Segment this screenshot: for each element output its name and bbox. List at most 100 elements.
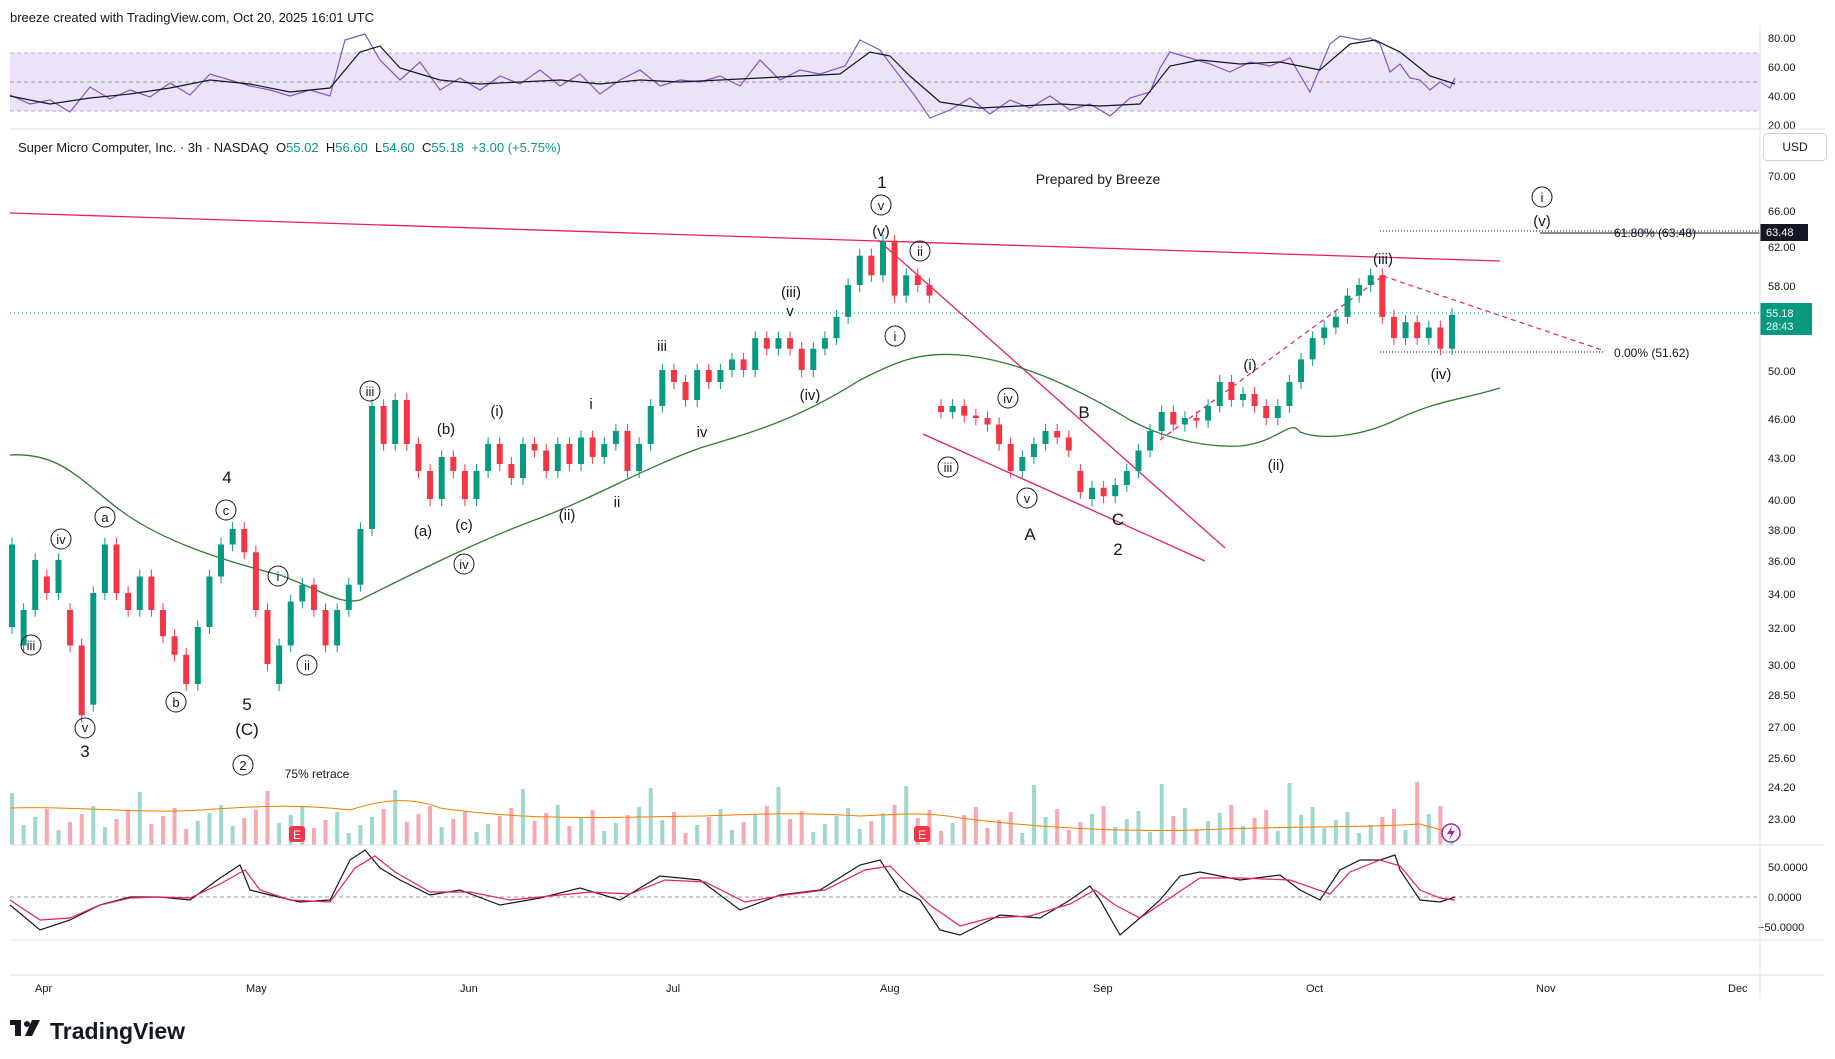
tradingview-icon	[10, 1017, 44, 1045]
svg-text:E: E	[293, 828, 301, 842]
price-tick-9: 36.00	[1768, 556, 1796, 568]
candle-body	[252, 552, 259, 610]
candle-body	[229, 529, 236, 545]
candle-body	[264, 610, 271, 664]
volume-bar	[451, 819, 456, 845]
candle-body	[1054, 431, 1061, 438]
x-tick-oct: Oct	[1306, 983, 1323, 995]
x-tick-sep: Sep	[1093, 983, 1113, 995]
volume-bar	[602, 831, 607, 845]
volume-bar	[486, 824, 491, 845]
price-tick-10: 34.00	[1768, 589, 1796, 601]
volume-bar	[1240, 826, 1245, 845]
circled-iii-2: iii	[359, 380, 381, 402]
volume-bar	[33, 817, 38, 845]
volume-bar	[695, 825, 700, 845]
volume-bar	[1275, 831, 1280, 845]
label-iv-1: iv	[697, 424, 708, 441]
volume-bar	[532, 821, 537, 845]
volume-bar	[671, 812, 676, 845]
candle-body	[1181, 418, 1188, 425]
circled-2-wave: 2	[232, 754, 254, 776]
candle-body	[612, 431, 619, 444]
price-tick-5: 46.00	[1768, 414, 1796, 426]
wave-2-label: 2	[1113, 540, 1122, 559]
price-tick-14: 27.00	[1768, 722, 1796, 734]
fib-0-label: 0.00% (51.62)	[1614, 346, 1689, 360]
volume-bar	[730, 830, 734, 845]
lightning-icon[interactable]	[1441, 823, 1461, 843]
circled-a: a	[94, 506, 116, 528]
candle-body	[833, 316, 840, 339]
candle-body	[659, 370, 666, 406]
volume-bar	[1136, 811, 1141, 845]
rsi-tick-20: 20.00	[1768, 120, 1796, 132]
candle-body	[1425, 327, 1432, 339]
candle-body	[206, 576, 213, 627]
circled-iv-1: iv	[50, 528, 72, 550]
candle-body	[926, 285, 933, 296]
volume-bar	[230, 826, 235, 845]
candle-body	[334, 610, 341, 646]
price-tick-17: 23.00	[1768, 814, 1796, 826]
candle-body	[1089, 487, 1095, 499]
circled-i-3: i	[1531, 186, 1553, 208]
wave-5-label: 5	[242, 695, 251, 714]
x-tick-apr: Apr	[35, 983, 52, 995]
candle-body	[1286, 382, 1293, 406]
candle-body	[1390, 316, 1397, 339]
header-credit: breeze created with TradingView.com, Oct…	[10, 10, 374, 25]
currency-button[interactable]: USD	[1763, 133, 1827, 161]
tradingview-logo[interactable]: TradingView	[10, 1017, 185, 1045]
volume-bar	[195, 821, 200, 845]
volume-bar	[776, 787, 781, 845]
circled-i-2: i	[884, 325, 906, 347]
candle-body	[194, 627, 201, 684]
circled-b: b	[165, 691, 187, 713]
volume-bar	[985, 828, 990, 845]
svg-text:iv: iv	[56, 532, 66, 547]
volume-bar	[1357, 833, 1362, 845]
volume-bar	[544, 813, 549, 845]
wave-A-label: A	[1024, 525, 1036, 544]
svg-text:2: 2	[239, 758, 246, 773]
candle-body	[345, 584, 352, 610]
circled-c: c	[215, 499, 237, 521]
volume-bar	[91, 806, 96, 845]
price-tick-1: 66.00	[1768, 206, 1796, 218]
candle-body	[461, 471, 468, 499]
dashed-down-line	[1382, 275, 1606, 352]
volume-bar	[1008, 812, 1013, 845]
rsi-tick-80: 80.00	[1768, 33, 1796, 45]
label-c-paren: (c)	[455, 517, 473, 534]
candle-body	[357, 529, 364, 585]
candle-body	[427, 471, 434, 499]
candle-body	[310, 584, 317, 610]
volume-bar	[497, 816, 502, 845]
macd-signal-line	[9, 855, 1456, 927]
candle-body	[1379, 275, 1386, 317]
candle-body	[682, 382, 689, 400]
prepared-by-label: Prepared by Breeze	[1036, 171, 1161, 187]
fib-price-text: 63.48	[1766, 227, 1794, 239]
volume-bar	[1229, 805, 1234, 845]
circled-iv-3: iv	[997, 387, 1019, 409]
candle-body	[438, 457, 445, 499]
candle-body	[787, 338, 794, 349]
earnings-marker-1[interactable]: E	[289, 826, 305, 842]
circled-ii-1: ii	[296, 654, 318, 676]
volume-bar	[1310, 807, 1315, 845]
volume-bar	[137, 792, 142, 845]
candle-body	[241, 529, 248, 553]
earnings-marker-2[interactable]: E	[914, 826, 930, 842]
price-tick-11: 32.00	[1768, 623, 1796, 635]
svg-text:iv: iv	[1003, 391, 1013, 406]
candle-body	[450, 457, 457, 471]
volume-bar	[1287, 783, 1292, 845]
svg-text:ii: ii	[304, 658, 310, 673]
candle-body	[1321, 327, 1328, 339]
volume-bar	[1159, 784, 1164, 845]
volume-bar	[788, 819, 793, 845]
volume-bar	[184, 829, 189, 845]
